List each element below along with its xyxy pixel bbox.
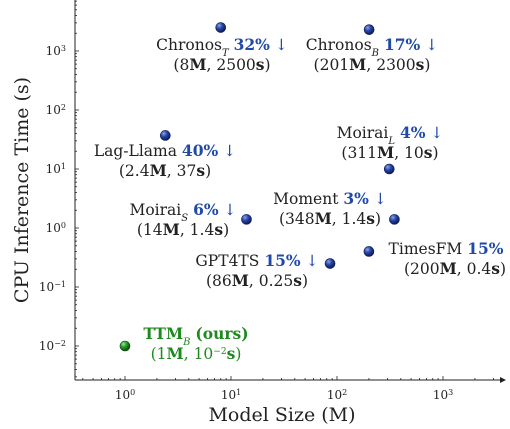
point-value-label: (14M, 1.4s) xyxy=(137,220,229,239)
x-tick-label: 102 xyxy=(327,388,347,403)
data-point-chronos-t xyxy=(215,22,227,33)
point-name-label: Lag-Llama 40% ↓ xyxy=(94,141,236,160)
point-value-label: (2.4M, 37s) xyxy=(119,161,211,180)
x-axis-arrowhead xyxy=(500,377,506,383)
point-value-label: (311M, 10s) xyxy=(341,143,438,162)
point-name-label: GPT4TS 15% ↓ xyxy=(195,251,318,270)
point-name-label: Moment 3% ↓ xyxy=(273,189,387,208)
data-point-lag-llama xyxy=(160,130,171,141)
y-tick-label: 10−2 xyxy=(39,339,66,354)
data-point-moirai-l xyxy=(383,163,395,175)
data-point-group xyxy=(119,22,400,352)
point-name-label: TimesFM 15% ↓ xyxy=(389,239,510,258)
point-name-label: MoiraiL 4% ↓ xyxy=(337,123,444,147)
x-tick-label: 103 xyxy=(433,388,453,403)
x-tick-label: 101 xyxy=(221,388,241,403)
point-value-label: (8M, 2500s) xyxy=(173,55,270,74)
data-point-ttm-b xyxy=(119,340,131,352)
data-point-moment xyxy=(389,214,400,225)
x-axis-title: Model Size (M) xyxy=(208,404,355,426)
y-tick-label: 102 xyxy=(46,103,66,118)
point-name-label: TTMB (ours) xyxy=(143,324,248,348)
point-value-label: (1M, 10−2s) xyxy=(151,344,242,363)
data-point-moirai-s xyxy=(241,214,252,225)
point-name-label: ChronosT 32% ↓ xyxy=(156,35,288,59)
point-value-label: (86M, 0.25s) xyxy=(206,271,308,290)
point-name-label: ChronosB 17% ↓ xyxy=(306,35,438,59)
y-tick-label: 100 xyxy=(46,221,66,236)
data-point-gpt4ts xyxy=(324,258,336,269)
y-tick-group: 10−2 10−1 100 101 102 103 xyxy=(39,0,79,378)
y-tick-label: 103 xyxy=(46,44,66,59)
data-label-group: ChronosT 32% ↓(8M, 2500s)ChronosB 17% ↓(… xyxy=(94,35,510,363)
point-value-label: (201M, 2300s) xyxy=(314,55,431,74)
point-value-label: (200M, 0.4s) xyxy=(404,259,506,278)
point-name-label: MoiraiS 6% ↓ xyxy=(129,200,236,224)
data-point-timesfm xyxy=(363,246,375,257)
y-tick-label: 101 xyxy=(46,162,66,177)
y-axis-title: CPU Inference Time (s) xyxy=(11,77,33,303)
x-tick-label: 100 xyxy=(115,388,135,403)
data-point-chronos-b xyxy=(363,24,375,35)
x-tick-group: 100 101 102 103 xyxy=(82,376,494,403)
y-tick-label: 10−1 xyxy=(39,280,66,295)
point-value-label: (348M, 1.4s) xyxy=(279,209,381,228)
